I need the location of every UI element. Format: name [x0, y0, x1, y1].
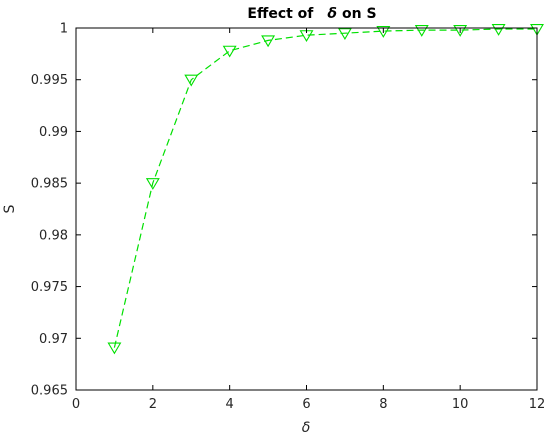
y-tick-label: 1 — [60, 22, 68, 37]
y-tick-label: 0.985 — [31, 177, 68, 192]
x-axis-label: δ — [302, 420, 311, 436]
chart-title-symbol: δ — [327, 6, 337, 22]
axis-ticks: 0 2 4 6 8 10 12 0.965 0.97 0.975 0.98 0.985 0.99 0.99… — [31, 22, 545, 413]
x-tick-label: 2 — [149, 397, 157, 412]
data-point — [491, 23, 506, 36]
y-tick-label: 0.97 — [39, 332, 68, 347]
x-tick-label: 4 — [226, 397, 234, 412]
x-tick-label: 0 — [72, 397, 80, 412]
data-point — [453, 25, 468, 37]
y-axis-label: S — [2, 204, 18, 213]
data-point — [107, 342, 122, 355]
series-line — [113, 28, 537, 348]
data-point — [222, 45, 237, 58]
x-tick-label: 8 — [379, 397, 387, 412]
data-point — [261, 35, 276, 48]
x-tick-label: 12 — [529, 397, 546, 412]
y-tick-label: 0.99 — [39, 125, 68, 140]
data-point — [530, 23, 544, 36]
plot-frame — [75, 27, 538, 391]
data-point — [184, 74, 199, 87]
chart-title: Effect of δ on S — [247, 6, 376, 22]
data-point — [337, 28, 352, 40]
data-point — [145, 178, 160, 190]
data-point — [376, 26, 391, 38]
plot-area — [107, 23, 544, 355]
y-tick-label: 0.995 — [31, 73, 68, 88]
x-tick-label: 10 — [452, 397, 469, 412]
chart-title-prefix: Effect of — [247, 6, 314, 22]
data-point — [414, 25, 429, 37]
y-tick-label: 0.975 — [31, 280, 68, 295]
y-tick-label: 0.965 — [31, 384, 68, 399]
chart-title-suffix: on S — [342, 6, 377, 22]
y-tick-label: 0.98 — [39, 228, 68, 243]
x-tick-label: 6 — [302, 397, 310, 412]
